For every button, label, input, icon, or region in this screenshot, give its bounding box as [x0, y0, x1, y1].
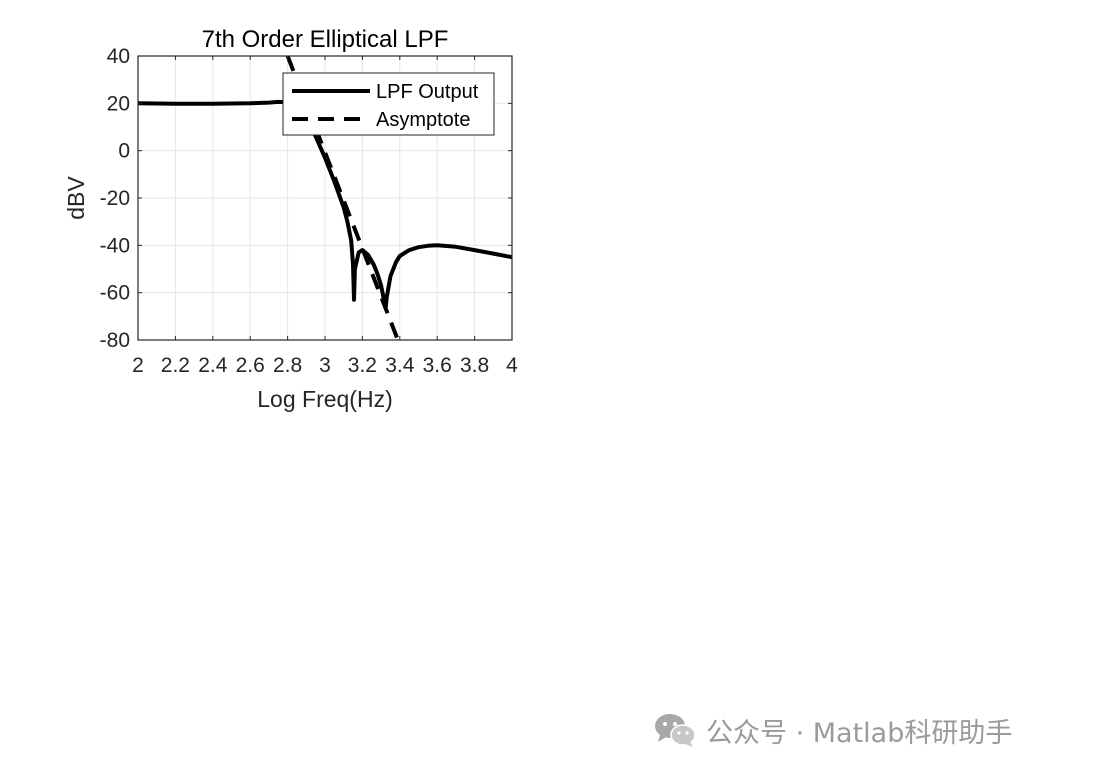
x-tick-label: 2.4 [198, 354, 228, 377]
y-tick-label: 20 [107, 92, 130, 115]
y-tick-label: -40 [100, 234, 130, 257]
legend-box [282, 72, 495, 136]
x-tick-label: 2 [132, 354, 144, 377]
x-tick-label: 4 [506, 354, 518, 377]
x-tick-label: 2.8 [273, 354, 302, 377]
y-tick-label: -80 [100, 329, 130, 352]
x-axis-label: Log Freq(Hz) [257, 386, 392, 412]
y-axis-label: dBV [63, 176, 89, 220]
y-tick-label: -60 [100, 282, 130, 305]
x-tick-labels: 2 2.2 2.4 2.6 2.8 3 3.2 3.4 3.6 3.8 4 [132, 354, 518, 377]
x-tick-label: 3.2 [348, 354, 377, 377]
y-tick-label: -20 [100, 187, 130, 210]
x-tick-label: 3.4 [385, 354, 415, 377]
y-tick-label: 0 [118, 140, 130, 163]
wechat-icon [655, 714, 696, 747]
x-tick-label: 3 [319, 354, 331, 377]
y-tick-label: 40 [107, 45, 130, 68]
watermark-text: 公众号 · Matlab科研助手 [706, 717, 1013, 749]
chart-title: 7th Order Elliptical LPF [202, 26, 449, 53]
legend: LPF Output Asymptote [282, 72, 495, 136]
x-tick-label: 2.6 [236, 354, 265, 377]
legend-label-asymptote: Asymptote [376, 109, 470, 131]
watermark: 公众号 · Matlab科研助手 [654, 708, 1012, 752]
x-tick-label: 3.6 [423, 354, 452, 377]
ticks [137, 55, 513, 341]
x-tick-label: 3.8 [460, 354, 489, 377]
x-tick-label: 2.2 [161, 354, 190, 377]
legend-label-lpf-output: LPF Output [376, 81, 479, 103]
y-tick-labels: -80 -60 -40 -20 0 20 40 [100, 45, 130, 352]
